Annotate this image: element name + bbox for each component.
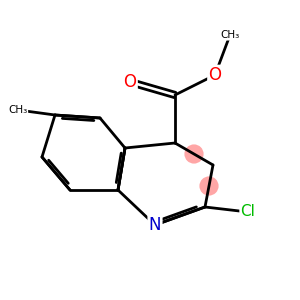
Text: CH₃: CH₃ [8,105,28,115]
Circle shape [200,176,219,196]
Circle shape [184,144,204,164]
Text: Cl: Cl [241,205,255,220]
Text: O: O [208,66,221,84]
Text: CH₃: CH₃ [220,30,240,40]
Text: O: O [124,73,136,91]
Text: N: N [149,216,161,234]
